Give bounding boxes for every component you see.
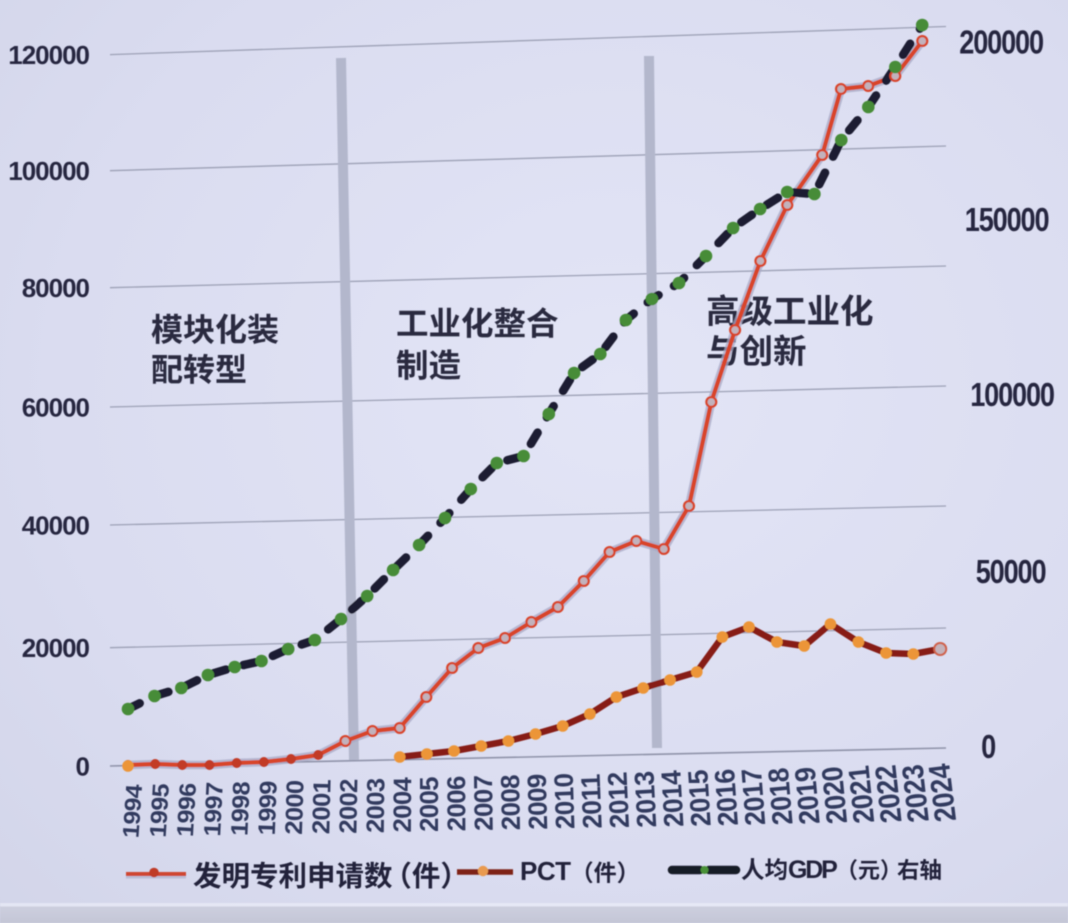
svg-text:2018: 2018 bbox=[762, 767, 799, 826]
svg-text:1996: 1996 bbox=[173, 783, 202, 838]
svg-text:2024: 2024 bbox=[923, 762, 964, 824]
svg-text:1998: 1998 bbox=[227, 781, 256, 836]
svg-text:2010: 2010 bbox=[548, 773, 580, 830]
svg-text:2023: 2023 bbox=[896, 763, 936, 824]
svg-text:2008: 2008 bbox=[495, 775, 526, 831]
svg-text:50000: 50000 bbox=[976, 553, 1046, 590]
svg-text:2014: 2014 bbox=[656, 770, 690, 828]
svg-text:1995: 1995 bbox=[145, 783, 174, 838]
svg-text:100000: 100000 bbox=[8, 156, 89, 186]
svg-text:2017: 2017 bbox=[735, 768, 771, 827]
svg-text:2021: 2021 bbox=[841, 765, 880, 825]
svg-text:0: 0 bbox=[76, 752, 90, 782]
svg-text:2016: 2016 bbox=[708, 768, 744, 827]
svg-text:GDP: GDP bbox=[788, 856, 837, 884]
svg-text:1999: 1999 bbox=[254, 781, 282, 836]
svg-text:2015: 2015 bbox=[681, 769, 716, 828]
svg-text:2007: 2007 bbox=[468, 775, 499, 831]
svg-text:2006: 2006 bbox=[443, 776, 471, 831]
svg-text:80000: 80000 bbox=[22, 273, 90, 303]
svg-text:100000: 100000 bbox=[970, 376, 1054, 413]
svg-text:150000: 150000 bbox=[965, 201, 1049, 238]
svg-text:1994: 1994 bbox=[118, 783, 148, 839]
svg-text:2004: 2004 bbox=[389, 776, 417, 832]
svg-text:2001: 2001 bbox=[308, 779, 337, 835]
svg-text:2002: 2002 bbox=[335, 779, 364, 834]
svg-text:40000: 40000 bbox=[22, 511, 90, 541]
svg-text:2005: 2005 bbox=[416, 777, 444, 832]
svg-text:200000: 200000 bbox=[959, 24, 1043, 61]
svg-text:1997: 1997 bbox=[200, 782, 229, 837]
svg-text:PCT: PCT bbox=[520, 856, 571, 886]
svg-text:2019: 2019 bbox=[789, 766, 826, 826]
svg-text:2012: 2012 bbox=[602, 772, 635, 829]
svg-text:2009: 2009 bbox=[522, 774, 554, 830]
svg-text:2013: 2013 bbox=[629, 771, 663, 829]
svg-text:0: 0 bbox=[981, 728, 995, 765]
svg-text:60000: 60000 bbox=[22, 393, 90, 423]
svg-text:2011: 2011 bbox=[575, 773, 608, 829]
svg-text:20000: 20000 bbox=[22, 633, 90, 663]
svg-text:2022: 2022 bbox=[869, 764, 909, 825]
svg-text:120000: 120000 bbox=[8, 40, 89, 70]
svg-text:2003: 2003 bbox=[362, 778, 390, 833]
svg-text:2020: 2020 bbox=[816, 766, 854, 826]
svg-text:2000: 2000 bbox=[280, 780, 309, 835]
